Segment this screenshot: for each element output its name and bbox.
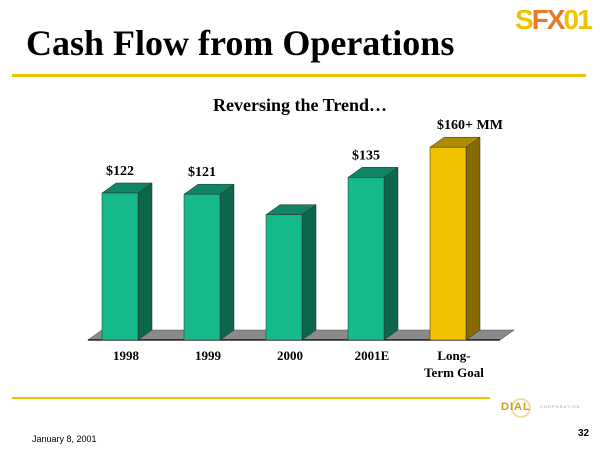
bar-3 <box>347 177 385 341</box>
bar-side-3 <box>383 166 399 341</box>
category-label-1: 1999 <box>195 348 222 363</box>
page-number: 32 <box>578 428 590 439</box>
footer-divider <box>12 397 490 399</box>
bar-side-2 <box>301 204 317 341</box>
dial-logo-subtext: CORPORATION <box>540 404 581 409</box>
bar-4 <box>429 146 467 341</box>
data-label-1: $121 <box>188 165 216 180</box>
category-label-0: 1998 <box>113 348 140 363</box>
bar-0 <box>101 192 139 341</box>
bar-1 <box>183 193 221 341</box>
category-label-2: 2000 <box>277 348 303 363</box>
bar-2 <box>265 214 303 341</box>
bar-side-0 <box>137 182 153 341</box>
dial-corporation-logo: DIAL CORPORATION <box>486 398 594 428</box>
sfx01-logo: SFX01 <box>515 4 593 35</box>
data-label-0: $122 <box>106 164 134 179</box>
title-divider <box>12 74 586 77</box>
category-label-3: 2001E <box>355 348 390 363</box>
category-label-4-line-0: Long- <box>437 348 470 363</box>
bar-side-1 <box>219 183 235 341</box>
data-label-4: $160+ MM <box>437 118 503 133</box>
footer-date: January 8, 2001 <box>32 434 97 444</box>
chart-subtitle: Reversing the Trend… <box>213 95 387 115</box>
bar-side-4 <box>465 136 481 341</box>
category-label-4-line-1: Term Goal <box>424 365 484 380</box>
data-label-3: $135 <box>352 148 380 163</box>
bar-chart: Reversing the Trend… $122 1998 $121 1999 2000… <box>87 95 515 380</box>
dial-logo-text: DIAL <box>501 401 531 413</box>
slide-title: Cash Flow from Operations <box>26 23 455 63</box>
dial-ring-icon <box>511 398 531 418</box>
